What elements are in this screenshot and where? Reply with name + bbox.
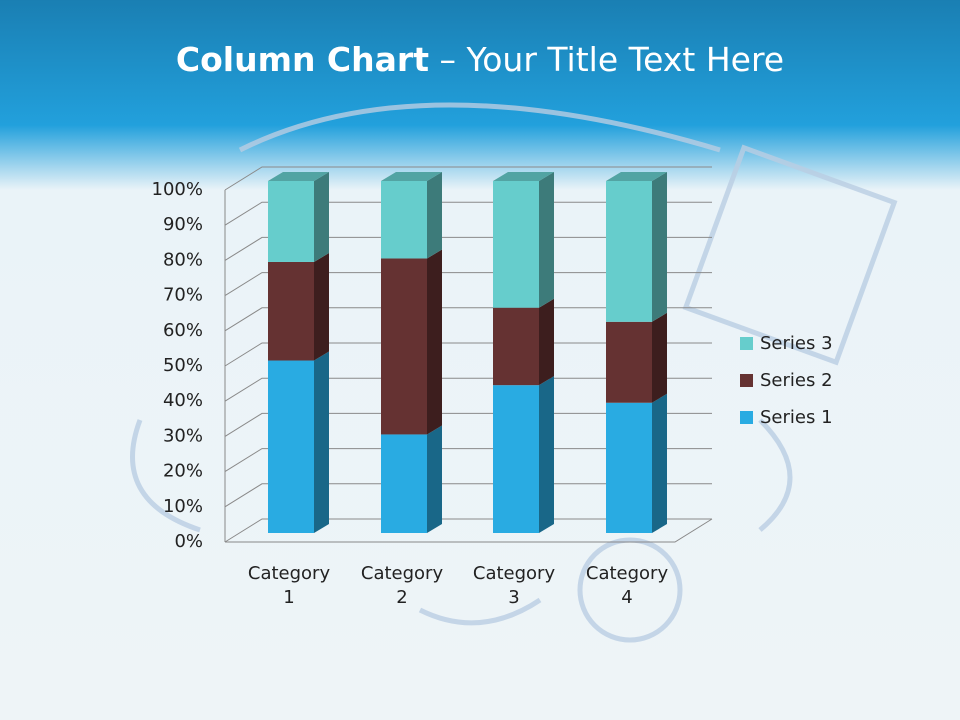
grid-line — [224, 412, 712, 437]
legend-swatch — [740, 411, 753, 424]
y-tick-label: 100% — [152, 179, 203, 200]
legend-label: Series 3 — [760, 333, 833, 354]
bar-side — [539, 376, 554, 533]
bar-side — [314, 252, 329, 361]
bar-side — [427, 249, 442, 435]
bar-side — [314, 351, 329, 533]
bar — [493, 385, 539, 533]
bar — [606, 181, 652, 322]
bar-side — [652, 393, 667, 533]
y-tick-label: 70% — [163, 285, 203, 306]
bar — [268, 360, 314, 533]
bar-side — [539, 298, 554, 386]
bar-top — [606, 172, 667, 181]
bar-side — [427, 172, 442, 259]
y-tick-label: 0% — [174, 531, 203, 552]
x-tick-label: Category 4 — [585, 563, 669, 608]
bar — [381, 258, 427, 435]
title-rest: – Your Title Text Here — [439, 40, 785, 79]
bar-top — [381, 172, 442, 181]
bar-side — [539, 172, 554, 308]
legend-swatch — [740, 337, 753, 350]
grid-line — [224, 166, 712, 191]
y-tick-label: 90% — [163, 214, 203, 235]
floor — [225, 518, 713, 543]
grid-line — [224, 448, 712, 473]
x-tick-label: Category 3 — [472, 563, 556, 608]
bar — [268, 181, 314, 262]
bar-side — [427, 425, 442, 533]
y-tick-label: 20% — [163, 461, 203, 482]
grid-line — [224, 483, 712, 508]
bar — [606, 321, 652, 403]
grid-line — [224, 377, 712, 402]
y-tick-label: 60% — [163, 320, 203, 341]
bar-side — [652, 312, 667, 403]
doodles — [130, 102, 898, 643]
bar-top — [268, 172, 329, 181]
grid-line — [224, 307, 712, 332]
grid-line — [224, 342, 712, 367]
bar — [493, 181, 539, 308]
y-tick-label: 50% — [163, 355, 203, 376]
legend-swatch — [740, 374, 753, 387]
x-tick-label: Category 1 — [247, 563, 331, 608]
y-tick-label: 40% — [163, 390, 203, 411]
bar — [381, 434, 427, 533]
grid-line — [224, 236, 712, 261]
x-tick-label: Category 2 — [360, 563, 444, 608]
bar — [381, 181, 427, 259]
grid-line — [224, 272, 712, 297]
legend-label: Series 1 — [760, 407, 833, 428]
bar — [493, 307, 539, 386]
grid-line — [224, 201, 712, 226]
legend-label: Series 2 — [760, 370, 833, 391]
bar-top — [493, 172, 554, 181]
bar — [606, 402, 652, 533]
y-tick-label: 80% — [163, 249, 203, 270]
grid-line — [224, 518, 712, 543]
bar-side — [314, 172, 329, 262]
y-tick-label: 10% — [163, 496, 203, 517]
slide-title: Column Chart – Your Title Text Here — [0, 40, 960, 79]
bar-side — [652, 172, 667, 322]
title-bold: Column Chart — [175, 40, 429, 79]
y-tick-label: 30% — [163, 425, 203, 446]
bar — [268, 261, 314, 361]
